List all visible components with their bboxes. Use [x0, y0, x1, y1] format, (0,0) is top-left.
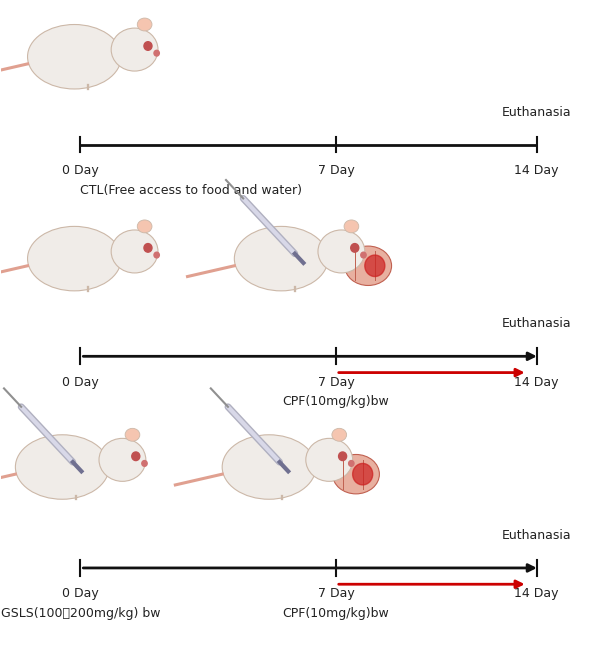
Ellipse shape [222, 435, 316, 499]
Circle shape [338, 452, 346, 460]
Circle shape [360, 252, 366, 258]
Ellipse shape [27, 24, 121, 89]
Circle shape [154, 252, 159, 258]
Circle shape [154, 50, 159, 56]
Text: CPF(10mg/kg)bw: CPF(10mg/kg)bw [282, 607, 389, 620]
Ellipse shape [332, 455, 379, 494]
Ellipse shape [345, 246, 392, 286]
Ellipse shape [99, 438, 146, 481]
Ellipse shape [344, 220, 359, 233]
Text: Euthanasia: Euthanasia [502, 317, 571, 330]
Ellipse shape [111, 230, 158, 273]
Text: 0 Day: 0 Day [62, 164, 99, 177]
Ellipse shape [235, 226, 328, 291]
Text: 7 Day: 7 Day [318, 164, 354, 177]
Ellipse shape [137, 220, 152, 233]
Text: 0 Day: 0 Day [62, 587, 99, 600]
Ellipse shape [111, 28, 158, 71]
Text: Euthanasia: Euthanasia [502, 105, 571, 118]
Ellipse shape [318, 230, 365, 273]
Circle shape [349, 460, 354, 466]
Ellipse shape [27, 226, 121, 291]
Text: Euthanasia: Euthanasia [502, 529, 571, 542]
Text: CPF(10mg/kg)bw: CPF(10mg/kg)bw [282, 396, 389, 408]
Text: 7 Day: 7 Day [318, 587, 354, 600]
Text: 0 Day: 0 Day [62, 376, 99, 389]
Circle shape [142, 460, 147, 466]
Text: 14 Day: 14 Day [514, 376, 559, 389]
Circle shape [351, 243, 359, 252]
Circle shape [144, 243, 152, 252]
Circle shape [132, 452, 140, 460]
Ellipse shape [332, 428, 346, 441]
Ellipse shape [306, 438, 353, 481]
Text: 7 Day: 7 Day [318, 376, 354, 389]
Text: 14 Day: 14 Day [514, 164, 559, 177]
Text: GSLS(100、200mg/kg) bw: GSLS(100、200mg/kg) bw [1, 607, 161, 620]
Circle shape [144, 42, 152, 50]
Circle shape [353, 464, 373, 485]
Ellipse shape [125, 428, 140, 441]
Text: CTL(Free access to food and water): CTL(Free access to food and water) [81, 184, 302, 197]
Circle shape [365, 255, 385, 277]
Text: 14 Day: 14 Day [514, 587, 559, 600]
Ellipse shape [137, 18, 152, 31]
Ellipse shape [15, 435, 109, 499]
